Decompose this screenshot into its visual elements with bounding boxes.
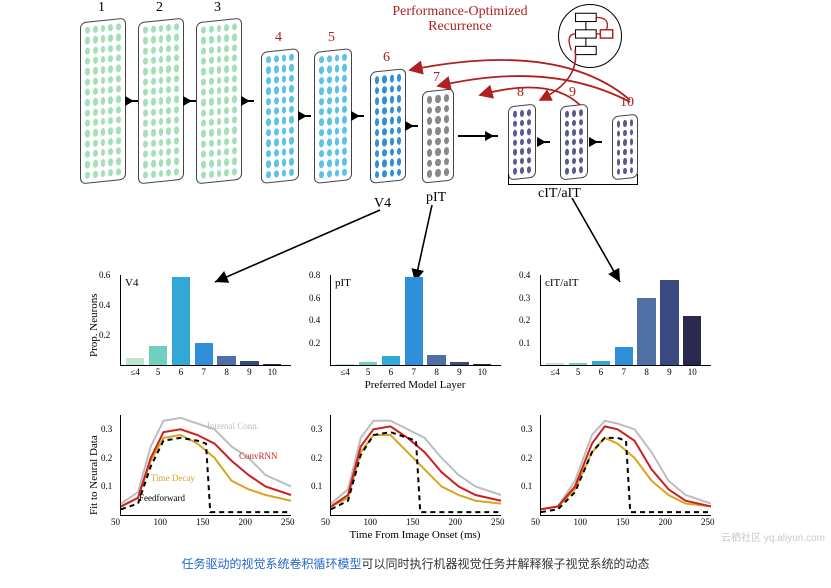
legend-label: Time Decay: [151, 473, 195, 483]
mapping-arrows-icon: [80, 10, 760, 310]
bar-title: pIT: [335, 277, 351, 289]
bar-chart-1: pIT0.20.40.60.8≤45678910: [330, 275, 501, 366]
bar: [172, 277, 190, 366]
line-chart-0: 0.10.20.350100150200250Internal Conn.Con…: [120, 415, 291, 516]
line-svg: [331, 415, 501, 515]
caption-blue: 任务驱动的视觉系统卷积循环模型: [181, 557, 361, 571]
line-chart-1: 0.10.20.350100150200250: [330, 415, 501, 516]
bar-chart-2: cIT/aIT0.10.20.30.4≤45678910: [540, 275, 711, 366]
bar: [546, 363, 564, 365]
line-svg: [541, 415, 711, 515]
figure-area: 12345678910 Performance-Optimized Recurr…: [80, 10, 760, 540]
bar-xlabel: Preferred Model Layer: [330, 379, 500, 391]
legend-label: Internal Conn.: [207, 421, 259, 431]
bar: [615, 347, 633, 365]
bar-title: cIT/aIT: [545, 277, 579, 289]
caption-rest: 可以同时执行机器视觉任务并解释猴子视觉系统的动态: [362, 557, 650, 571]
bar: [149, 346, 167, 366]
line-xlabel: Time From Image Onset (ms): [330, 529, 500, 541]
bar: [382, 356, 400, 365]
bar: [240, 361, 258, 366]
line-ylabel: Fit to Neural Data: [88, 435, 100, 515]
legend-label: Feedforward: [139, 493, 185, 503]
bar: [450, 362, 468, 365]
bar: [336, 364, 354, 365]
bar: [405, 277, 423, 365]
bar: [126, 358, 144, 366]
bar: [683, 316, 701, 366]
bar-chart-0: V40.20.40.6≤45678910: [120, 275, 291, 366]
bar: [263, 364, 281, 366]
bar: [569, 363, 587, 365]
bar: [195, 343, 213, 366]
page-root: { "recurrence_title": "Performance-Optim…: [0, 0, 831, 588]
bar: [660, 280, 678, 366]
bar: [637, 298, 655, 366]
bar: [592, 361, 610, 366]
bar: [359, 362, 377, 365]
legend-label: ConvRNN: [239, 451, 278, 461]
bar-title: V4: [125, 277, 138, 289]
line-chart-2: 0.10.20.350100150200250: [540, 415, 711, 516]
bar: [427, 355, 445, 365]
charts-area: Prop. Neurons Fit to Neural Data V40.20.…: [90, 275, 750, 535]
bar: [473, 364, 491, 365]
figure-caption: 任务驱动的视觉系统卷积循环模型可以同时执行机器视觉任务并解释猴子视觉系统的动态: [0, 555, 831, 572]
bar: [217, 356, 235, 365]
